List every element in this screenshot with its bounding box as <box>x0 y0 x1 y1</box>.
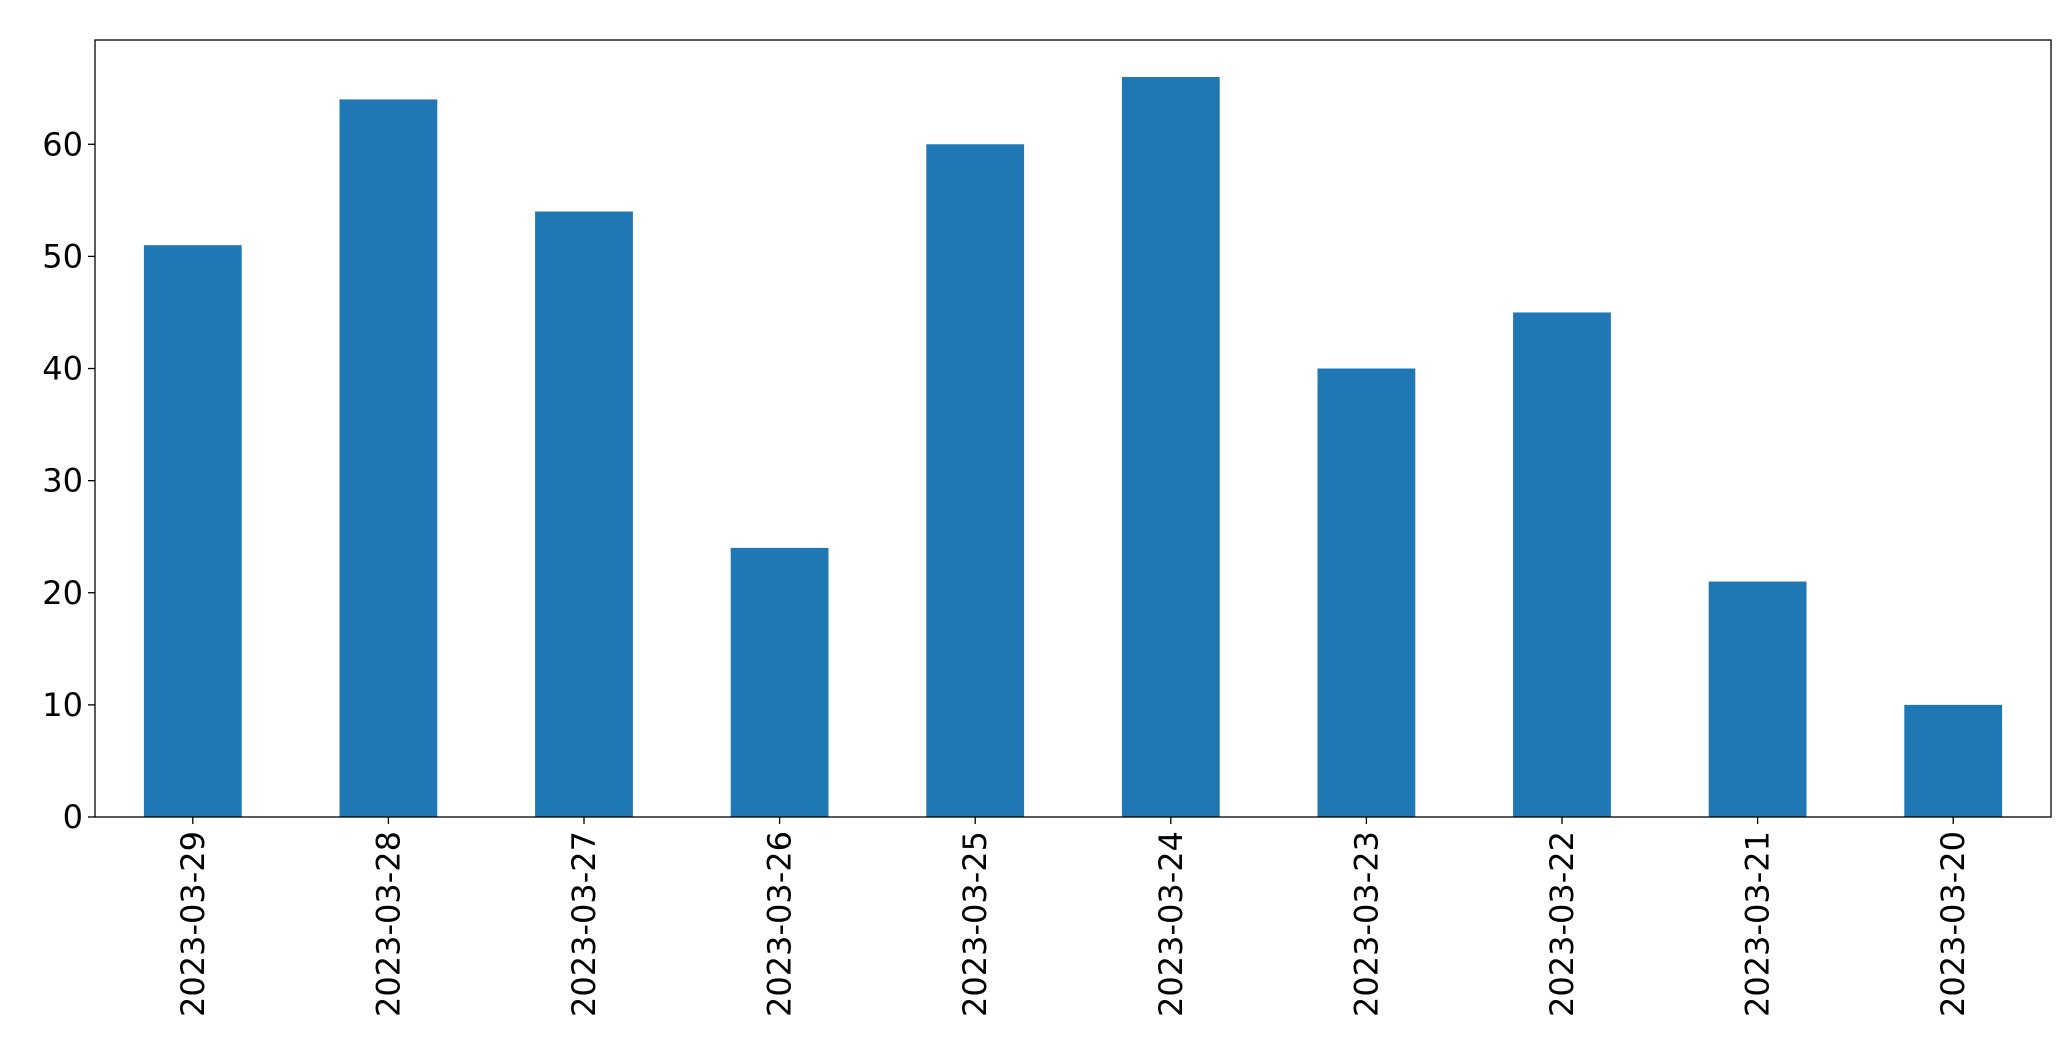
x-tick-label: 2023-03-21 <box>1739 831 1777 1017</box>
bar <box>535 211 633 817</box>
y-tick-label: 60 <box>42 125 83 163</box>
bar <box>1121 77 1220 817</box>
bar <box>1317 368 1416 817</box>
bar <box>143 245 242 817</box>
x-tick-label: 2023-03-22 <box>1543 831 1581 1017</box>
y-tick-label: 30 <box>42 462 83 500</box>
y-tick-label: 40 <box>42 350 83 388</box>
bar <box>730 547 829 817</box>
bar <box>1904 704 2003 817</box>
bar <box>1708 581 1807 817</box>
bar <box>926 144 1025 818</box>
x-tick-label: 2023-03-23 <box>1347 831 1385 1017</box>
x-tick-label: 2023-03-26 <box>761 831 799 1017</box>
y-tick-label: 0 <box>63 798 83 836</box>
x-tick-label: 2023-03-28 <box>369 831 407 1017</box>
x-tick-label: 2023-03-20 <box>1934 831 1972 1017</box>
y-tick-label: 10 <box>42 686 83 724</box>
x-tick-label: 2023-03-25 <box>956 831 994 1017</box>
bar <box>1513 312 1611 817</box>
y-tick-label: 50 <box>42 237 83 275</box>
x-tick-label: 2023-03-27 <box>565 831 603 1017</box>
x-tick-label: 2023-03-24 <box>1152 831 1190 1017</box>
x-tick-label: 2023-03-29 <box>174 831 212 1017</box>
y-tick-label: 20 <box>42 574 83 612</box>
bar <box>339 99 438 817</box>
plot-frame <box>94 39 2052 818</box>
